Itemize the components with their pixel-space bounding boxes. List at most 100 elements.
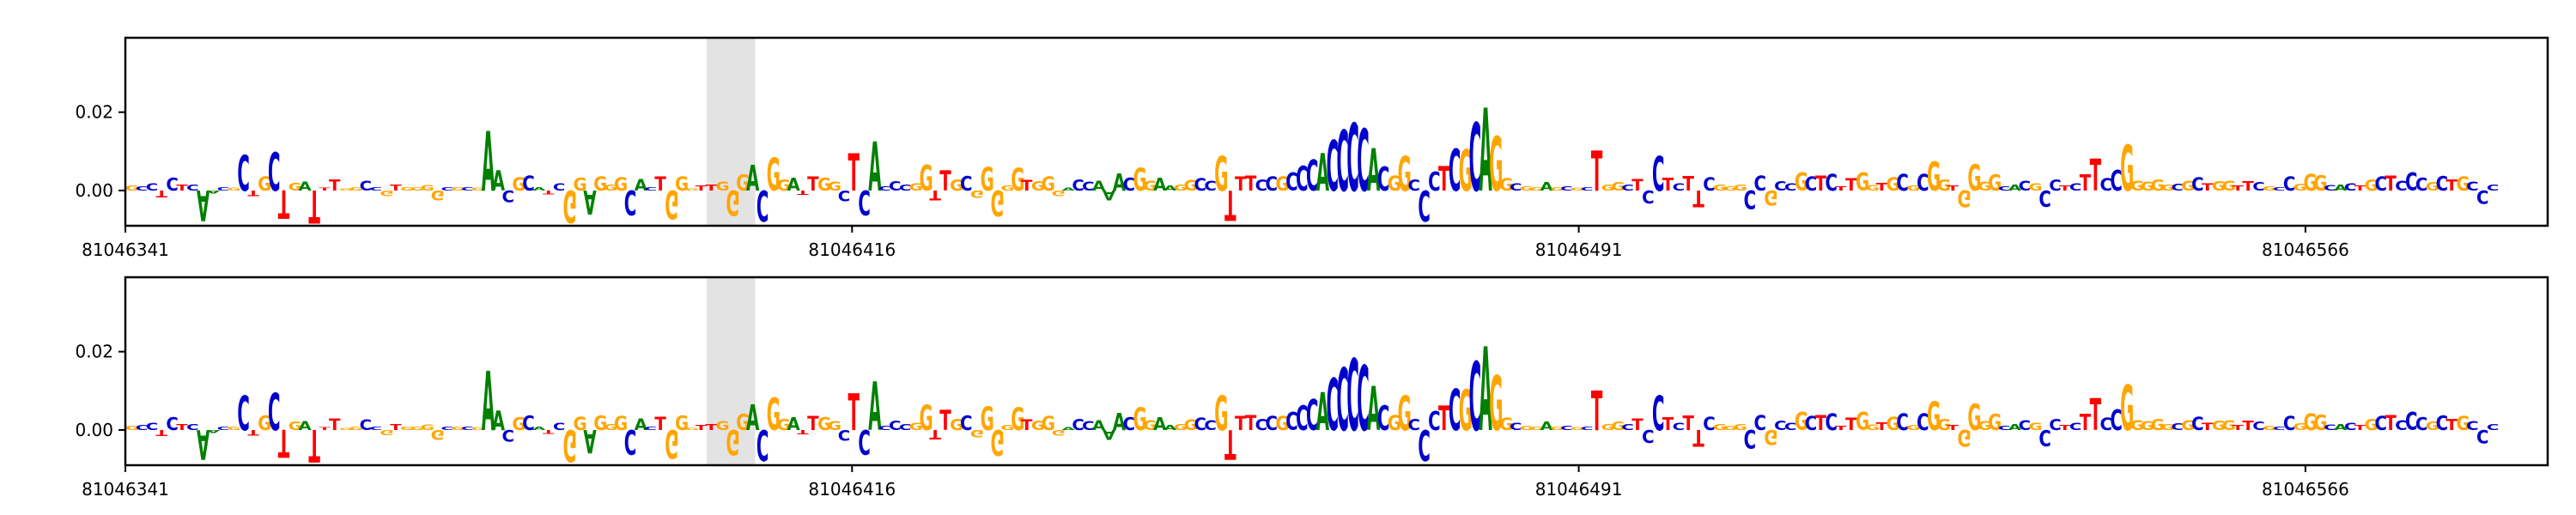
- logo-letter: C: [1449, 137, 1461, 205]
- logo-letter: G: [421, 184, 434, 192]
- logo-letter: A: [1103, 427, 1116, 442]
- logo-letter: C: [1266, 173, 1278, 196]
- logo-letter: C: [360, 179, 373, 195]
- logo-letter: C: [186, 421, 198, 432]
- logo-letter: C: [1784, 181, 1796, 193]
- logo-letter: G: [1052, 428, 1066, 437]
- logo-letter: T: [543, 428, 554, 434]
- logo-letter: C: [146, 181, 158, 193]
- logo-letter: C: [899, 182, 911, 192]
- logo-letter: C: [1306, 391, 1318, 440]
- highlight-region: [707, 277, 756, 465]
- logo-letter: G: [1042, 173, 1055, 196]
- logo-letter: C: [1337, 114, 1349, 210]
- logo-letter: A: [868, 130, 881, 207]
- logo-letter: T: [2059, 423, 2071, 432]
- logo-letter: C: [2069, 421, 2081, 432]
- logo-letter: G: [1550, 426, 1564, 431]
- logo-letter: C: [2436, 173, 2448, 197]
- logo-letter: A: [583, 421, 597, 459]
- logo-letter: G: [715, 420, 729, 433]
- logo-letter: C: [1510, 421, 1522, 433]
- logo-letter: C: [1082, 180, 1094, 194]
- logo-letter: C: [1346, 340, 1358, 453]
- logo-letter: G: [685, 427, 699, 431]
- logo-letter: T: [1235, 413, 1247, 434]
- logo-letter: T: [2445, 417, 2458, 434]
- logo-letter: C: [1998, 425, 2011, 432]
- logo-letter: C: [2273, 426, 2285, 431]
- x-tick-label: 81046566: [2262, 239, 2349, 260]
- logo-letter: C: [522, 413, 534, 436]
- plot-frame: [124, 36, 2549, 227]
- logo-letter: G: [726, 182, 739, 221]
- logo-letter: C: [2019, 418, 2032, 434]
- logo-letter: T: [1683, 413, 1695, 436]
- logo-letter: C: [1825, 409, 1838, 436]
- logo-letter: C: [1753, 173, 1765, 196]
- logo-letter: C: [2415, 415, 2427, 434]
- logo-letter: A: [482, 356, 495, 450]
- logo-letter: G: [1459, 139, 1473, 204]
- logo-letter: G: [2263, 425, 2276, 432]
- logo-letter: C: [1204, 179, 1216, 194]
- logo-letter: A: [482, 116, 495, 211]
- logo-letter: C: [2273, 186, 2285, 191]
- logo-letter: G: [400, 187, 414, 192]
- logo-letter: G: [2313, 411, 2327, 436]
- logo-letter: G: [563, 419, 577, 470]
- logo-letter: C: [1357, 348, 1369, 451]
- logo-letter: G: [991, 182, 1005, 223]
- logo-letter: A: [299, 179, 313, 194]
- logo-letter: C: [1449, 378, 1461, 444]
- logo-letter: C: [2283, 412, 2295, 435]
- logo-letter: T: [390, 183, 402, 192]
- logo-letter: G: [593, 173, 607, 196]
- logo-letter: A: [2008, 183, 2021, 192]
- logo-letter: G: [471, 427, 485, 431]
- logo-letter: G: [1978, 180, 1991, 194]
- logo-letter: C: [237, 146, 250, 203]
- logo-letter: C: [2405, 407, 2418, 436]
- logo-letter: C: [2436, 413, 2448, 436]
- logo-letter: A: [2334, 182, 2348, 192]
- logo-letter: T: [390, 422, 402, 432]
- logo-letter: C: [1428, 167, 1440, 198]
- logo-panel-1: GCCTCTCAACGCTGCTGATTTGGCCGTGGGGCGCGAACGC…: [75, 36, 2549, 260]
- logo-letter: A: [746, 158, 759, 199]
- logo-letter: G: [604, 421, 617, 432]
- logo-letter: C: [237, 385, 249, 441]
- logo-letter: C: [899, 421, 911, 432]
- logo-letter: G: [2120, 132, 2134, 206]
- logo-letter: C: [645, 427, 657, 432]
- logo-letter: T: [247, 428, 259, 437]
- logo-letter: G: [981, 161, 994, 199]
- logo-letter: C: [960, 413, 972, 436]
- logo-letter: T: [308, 179, 319, 232]
- logo-letter: C: [838, 186, 850, 203]
- logo-letter: A: [746, 397, 759, 439]
- logo-letter: T: [1845, 415, 1857, 434]
- logo-letter: C: [1194, 175, 1206, 195]
- logo-letter: A: [868, 370, 881, 446]
- logo-letter: C: [369, 427, 381, 432]
- logo-letter: T: [1438, 400, 1450, 439]
- logo-letter: C: [1774, 179, 1786, 194]
- logo-letter: G: [1886, 413, 1900, 434]
- logo-letter: G: [1734, 182, 1747, 192]
- logo-letter: T: [1845, 175, 1857, 195]
- logo-letter: C: [1407, 417, 1420, 434]
- logo-letter: C: [2344, 421, 2356, 433]
- logo-letter: G: [909, 181, 923, 193]
- logo-letter: C: [1581, 186, 1593, 191]
- logo-letter: T: [1021, 178, 1033, 194]
- logo-letter: C: [2171, 182, 2183, 193]
- logo-letter: T: [2080, 411, 2092, 436]
- logo-letter: G: [2161, 182, 2175, 192]
- logo-letter: G: [1052, 189, 1066, 197]
- logo-letter: G: [1856, 407, 1869, 436]
- logo-letter: T: [247, 189, 259, 197]
- logo-letter: G: [1031, 179, 1045, 194]
- logo-letter: G: [1906, 185, 1920, 192]
- logo-letter: A: [1479, 86, 1492, 218]
